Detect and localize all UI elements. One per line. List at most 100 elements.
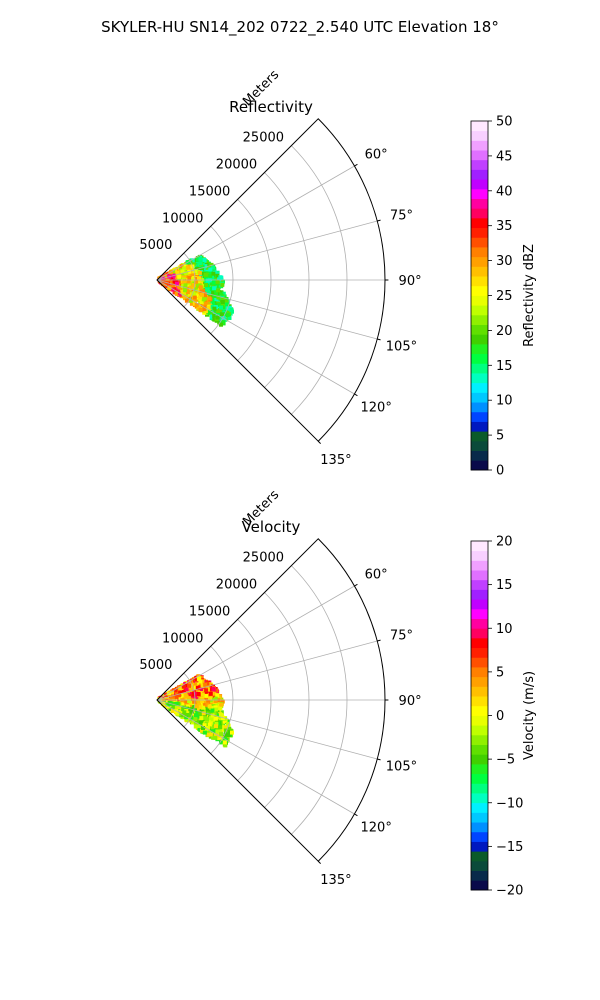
echo-cell	[220, 282, 225, 287]
echo-cell	[191, 719, 196, 724]
colorbar-segment	[471, 637, 488, 649]
echo-cell	[198, 261, 203, 266]
echo-cell	[208, 696, 212, 701]
echo-cell	[213, 274, 218, 278]
echo-cell	[206, 707, 210, 712]
colorbar-tick-label: 0	[496, 464, 504, 479]
colorbar-tick-label: 35	[496, 219, 513, 234]
echo-cell	[209, 271, 213, 276]
echo-cell	[201, 726, 205, 730]
echo-cell	[218, 275, 223, 280]
echo-cell	[204, 693, 209, 698]
colorbar-segment	[471, 851, 488, 862]
echo-cell	[214, 718, 219, 723]
velocity-panel: Velocity 60° 75° 90° 105° 120° 135° 5000 10000 15…	[139, 487, 537, 898]
echo-cell	[210, 307, 215, 312]
echo-cell	[229, 308, 234, 312]
echo-cell	[216, 713, 221, 718]
colorbar-segment	[471, 657, 488, 668]
azimuth-tick	[317, 440, 321, 444]
echo-cell	[197, 676, 202, 681]
echo-cell	[214, 721, 219, 726]
colorbar-segment	[471, 121, 488, 132]
colorbar-segment	[471, 237, 488, 248]
echo-cell	[187, 275, 192, 280]
colorbar-segment	[471, 608, 488, 619]
range-tick-label: 10000	[162, 631, 203, 646]
colorbar-segment	[471, 285, 488, 296]
echo-cell	[218, 729, 223, 734]
azimuth-tick-label: 120°	[361, 821, 392, 836]
azimuth-gridline	[156, 585, 355, 701]
echo-cell	[173, 705, 178, 710]
echo-cell	[218, 735, 223, 740]
echo-cell	[202, 723, 207, 728]
echo-cell	[223, 732, 228, 737]
echo-cell	[182, 266, 187, 271]
azimuth-tick-label: 120°	[361, 401, 392, 416]
colorbar-segment	[471, 295, 488, 306]
echo-cell	[182, 264, 187, 269]
colorbar-segment	[471, 382, 488, 393]
echo-cell	[176, 279, 181, 284]
colorbar-segment	[471, 392, 488, 403]
azimuth-tick-label: 135°	[320, 453, 351, 468]
echo-cell	[227, 726, 232, 731]
colorbar-segment	[471, 353, 488, 364]
echo-cell	[196, 257, 201, 262]
echo-cell	[215, 315, 220, 320]
azimuth-gridline	[156, 699, 355, 815]
echo-cell	[188, 285, 193, 290]
echo-cell	[190, 258, 195, 263]
colorbar-segment	[471, 705, 488, 716]
colorbar-segment	[471, 227, 488, 238]
colorbar-segment	[471, 140, 488, 151]
echo-cell	[192, 292, 197, 297]
colorbar-segment	[471, 266, 488, 277]
colorbar-tick-label: 30	[496, 254, 513, 269]
echo-cell	[197, 705, 202, 710]
echo-cell	[208, 688, 213, 692]
echo-cell	[201, 711, 206, 716]
colorbar-segment	[471, 402, 488, 413]
echo-cell	[171, 270, 176, 275]
echo-cell	[198, 720, 203, 725]
echo-cell	[174, 694, 179, 699]
echo-cell	[198, 679, 203, 684]
echo-cell	[184, 271, 189, 276]
echo-cell	[226, 310, 231, 315]
echo-cell	[197, 278, 202, 283]
echo-cell	[220, 720, 225, 725]
echo-cell	[199, 687, 203, 692]
echo-cell	[194, 704, 199, 709]
echo-cell	[184, 699, 189, 704]
echo-cell	[215, 273, 220, 278]
echo-cell	[186, 689, 190, 694]
colorbar-tick-label: 20	[496, 535, 513, 550]
azimuth-tick	[377, 758, 381, 761]
echo-cell	[194, 695, 199, 700]
echo-cell	[217, 694, 222, 699]
echo-cell	[195, 685, 200, 690]
range-tick-label: 15000	[189, 604, 230, 619]
echo-cell	[187, 707, 192, 712]
echo-cell	[182, 273, 187, 278]
echo-cell	[201, 269, 206, 274]
echo-cell	[210, 708, 215, 713]
echo-cell	[194, 302, 199, 307]
reflectivity-title: Reflectivity	[229, 98, 313, 116]
echo-cell	[221, 319, 226, 324]
echo-cell	[206, 699, 211, 704]
colorbar-segment	[471, 188, 488, 199]
range-tick-label: 20000	[216, 158, 257, 173]
echo-cell	[219, 702, 224, 707]
echo-cell	[197, 270, 202, 275]
azimuth-tick	[354, 393, 358, 397]
azimuth-tick-label: 60°	[365, 567, 388, 582]
echo-cell	[220, 699, 225, 704]
colorbar-segment	[471, 822, 488, 833]
colorbar-segment	[471, 208, 488, 219]
range-tick-label: 10000	[162, 211, 203, 226]
colorbar-segment	[471, 363, 488, 374]
echo-cell	[223, 743, 228, 748]
